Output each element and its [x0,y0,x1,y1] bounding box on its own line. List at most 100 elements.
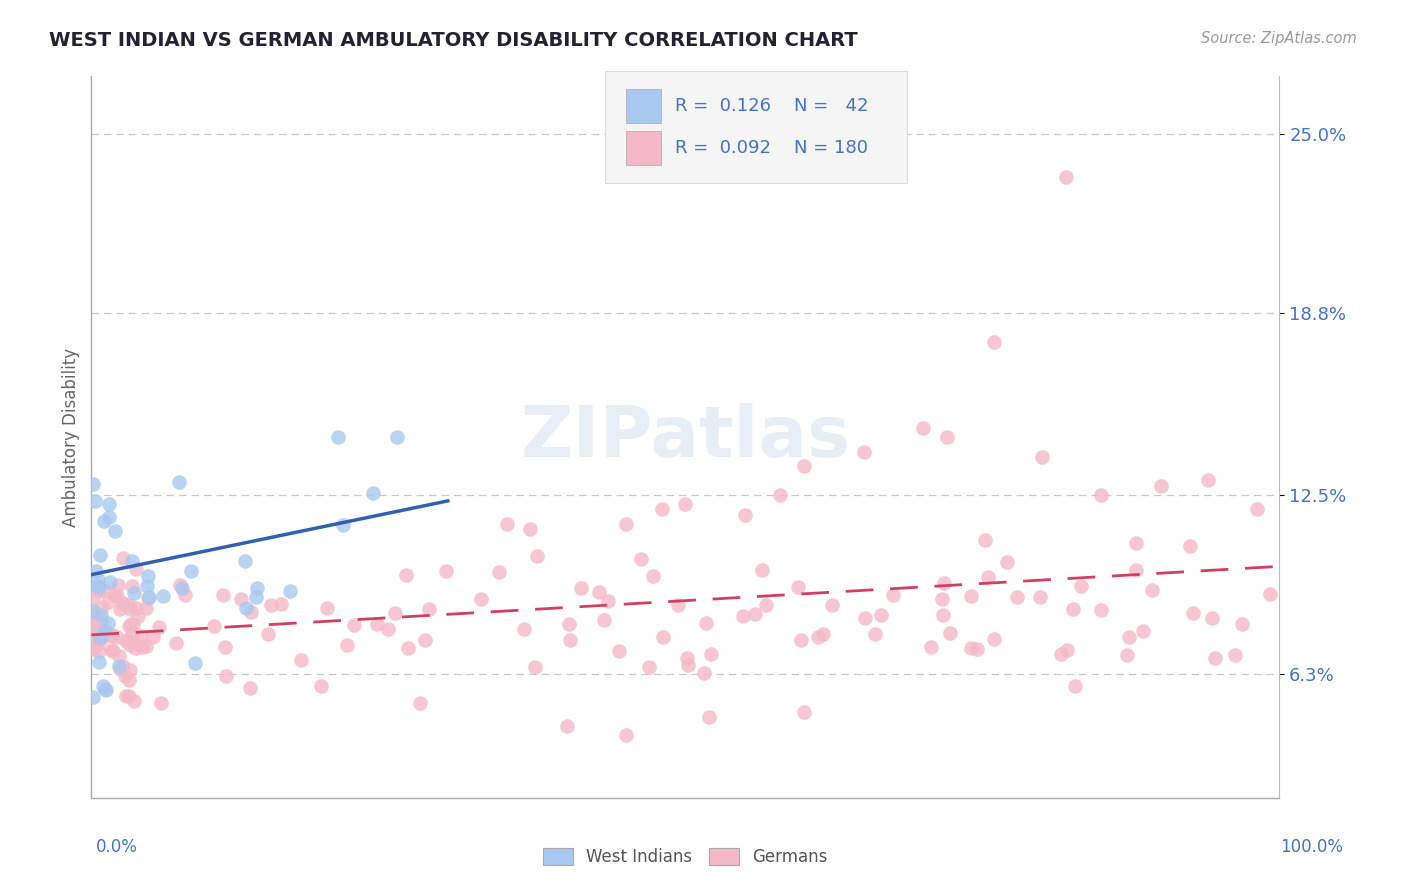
Point [165,636,187,650]
Point [93,514,115,528]
Point [84,564,107,578]
Point [398,641,420,656]
Point [343,618,366,632]
Point [290,653,312,667]
Point [751,563,773,577]
Point [245,590,267,604]
Point [1232,616,1254,631]
Point [555,719,578,733]
Point [1181,606,1204,620]
Point [596,594,619,608]
Point [89,623,111,637]
Point [793,705,815,719]
Point [569,581,592,595]
Point [960,589,983,603]
Point [131,629,153,643]
Point [167,475,190,489]
Point [118,664,141,678]
Point [100,629,122,643]
Point [125,562,148,576]
Point [1090,488,1112,502]
Point [935,430,957,444]
Point [233,554,256,568]
Point [377,622,399,636]
Point [1090,602,1112,616]
Point [89,631,111,645]
Point [1064,679,1087,693]
Point [89,644,111,658]
Point [700,647,723,661]
Point [983,334,1005,349]
Point [169,578,191,592]
Point [89,655,111,669]
Point [100,643,122,657]
Point [115,633,138,648]
Point [1197,474,1219,488]
Point [121,627,143,641]
Point [108,663,131,677]
Point [488,566,510,580]
Point [136,569,159,583]
Point [470,592,492,607]
Point [135,601,157,615]
Point [211,588,233,602]
Point [111,659,134,673]
Point [111,596,134,610]
Point [1223,648,1246,662]
Point [118,638,141,652]
Point [246,581,269,595]
Point [82,604,104,618]
Point [1054,169,1077,184]
Point [82,627,104,641]
Point [1062,602,1084,616]
Point [1125,536,1147,550]
Point [793,458,815,473]
Point [336,638,359,652]
Text: R =  0.126    N =   42: R = 0.126 N = 42 [675,97,869,115]
Point [526,549,548,563]
Point [87,573,110,587]
Point [966,642,988,657]
Point [695,615,717,630]
Point [114,689,136,703]
Point [959,641,981,656]
Point [135,639,157,653]
Point [89,548,111,562]
Point [395,567,418,582]
Point [152,589,174,603]
Point [260,598,283,612]
Point [84,494,107,508]
Point [122,634,145,648]
Point [174,588,197,602]
Point [97,595,120,609]
Point [90,614,112,628]
Point [149,696,172,710]
Point [558,633,581,648]
Point [309,679,332,693]
Point [1132,624,1154,638]
Point [83,613,105,627]
Point [882,588,904,602]
Point [97,497,120,511]
Point [184,656,207,670]
Point [932,608,955,623]
Point [638,660,661,674]
Text: WEST INDIAN VS GERMAN AMBULATORY DISABILITY CORRELATION CHART: WEST INDIAN VS GERMAN AMBULATORY DISABIL… [49,31,858,50]
Point [104,524,127,539]
Point [744,607,766,622]
Point [82,477,104,491]
Point [235,600,257,615]
Point [121,554,143,568]
Point [384,606,406,620]
Point [983,632,1005,646]
Point [89,580,111,594]
Point [673,497,696,511]
Point [86,623,108,637]
Legend: West Indians, Germans: West Indians, Germans [536,841,835,873]
Point [1201,611,1223,625]
Point [316,600,339,615]
Point [110,602,132,616]
Point [1140,583,1163,598]
Point [811,627,834,641]
Point [114,669,136,683]
